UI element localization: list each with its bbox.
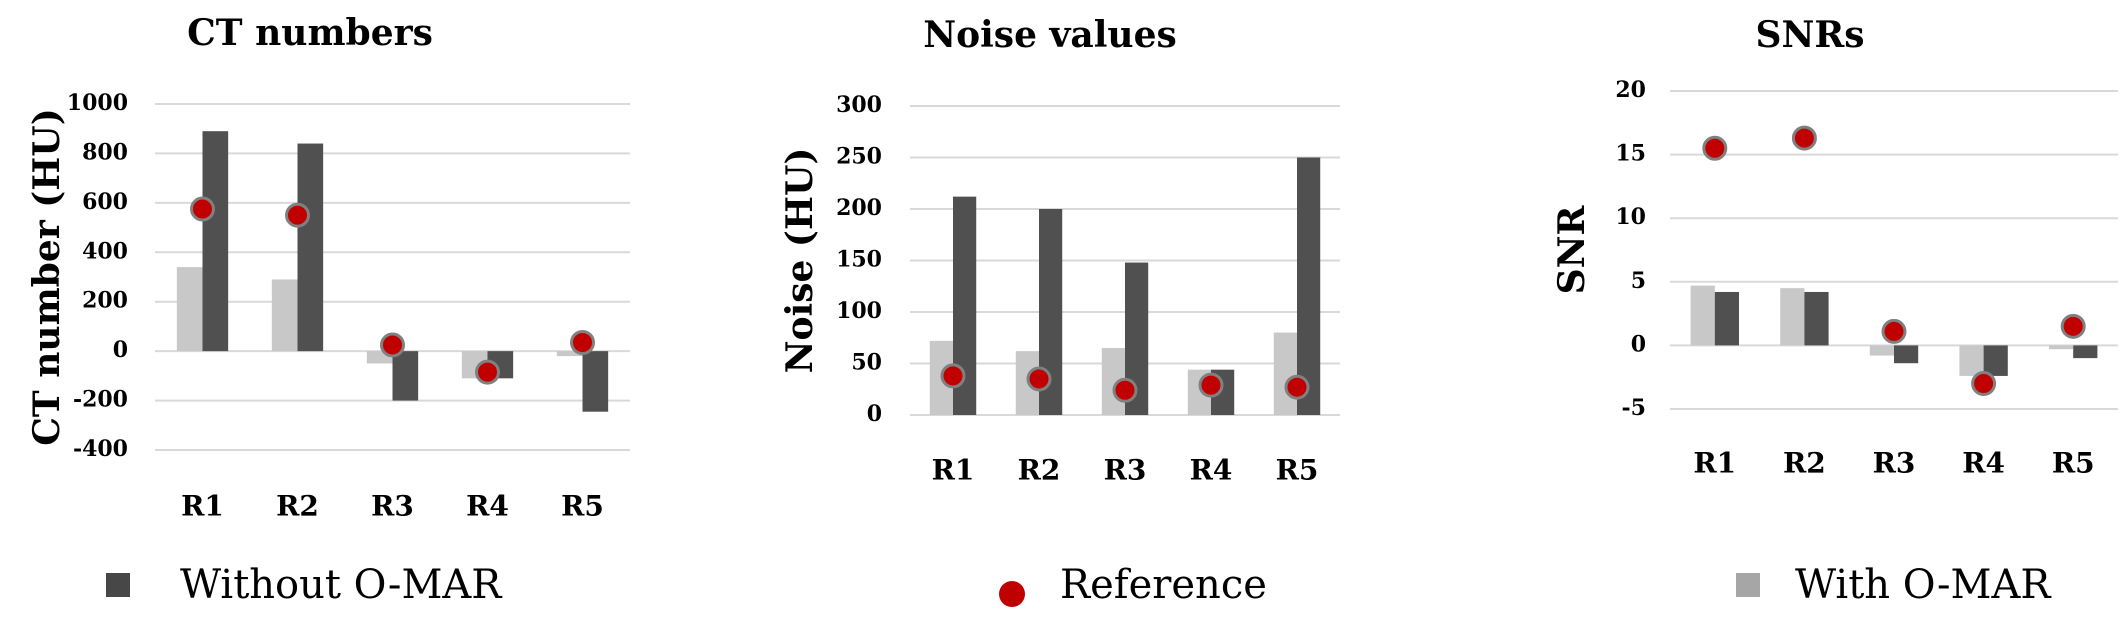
y-tick-label: 600 <box>82 189 128 215</box>
legend-item-reference: Reference <box>999 562 1267 608</box>
reference-point-r2 <box>1026 366 1052 392</box>
x-tick-label-r2: R2 <box>276 490 319 523</box>
reference-point-r4 <box>475 359 500 385</box>
y-tick-label: 0 <box>113 337 128 363</box>
bar-with-o-mar-r5 <box>1273 332 1297 415</box>
bar-with-o-mar-r1 <box>176 267 203 352</box>
bar-with-o-mar-r5 <box>2049 345 2074 350</box>
bar-without-o-mar-r1 <box>1714 291 1739 346</box>
chart-title-noise-values: Noise values <box>923 14 1177 56</box>
legend-label-reference: Reference <box>1060 562 1267 608</box>
x-tick-label-r2: R2 <box>1783 447 1826 480</box>
y-tick-label: 200 <box>82 288 128 314</box>
x-tick-label-r2: R2 <box>1018 454 1061 487</box>
x-tick-label-r1: R1 <box>1693 447 1736 480</box>
y-tick-label: 250 <box>836 144 882 170</box>
y-tick-label: 20 <box>1615 77 1646 103</box>
bar-without-o-mar-r2 <box>297 143 324 352</box>
bar-without-o-mar-r5 <box>582 351 609 412</box>
reference-point-r5 <box>570 329 595 355</box>
y-tick-label: 10 <box>1615 204 1646 230</box>
x-tick-label-r4: R4 <box>466 490 509 523</box>
legend: Without O-MAR Reference With O-MAR <box>106 562 2052 608</box>
y-tick-label: -200 <box>73 387 128 413</box>
bar-without-o-mar-r3 <box>1894 345 1919 364</box>
bar-with-o-mar-r2 <box>271 279 298 352</box>
x-tick-label-r5: R5 <box>1276 454 1319 487</box>
legend-item-with-omar: With O-MAR <box>1736 562 2052 608</box>
reference-point-r3 <box>1881 318 1907 344</box>
y-tick-label: 100 <box>836 298 882 324</box>
legend-marker-reference <box>999 581 1025 607</box>
chart-ct-numbers: CT numbers CT number (HU)1000 800 600 400 200… <box>26 12 630 523</box>
reference-point-r5 <box>1284 374 1310 400</box>
legend-item-without-omar: Without O-MAR <box>106 562 503 608</box>
reference-point-r5 <box>2060 313 2086 339</box>
y-tick-label: 50 <box>851 350 882 376</box>
bar-without-o-mar-r5 <box>2073 345 2098 359</box>
reference-point-r3 <box>380 332 405 358</box>
reference-point-r1 <box>940 363 966 389</box>
y-axis-label-snrs: SNR <box>1551 205 1593 295</box>
x-tick-label-r3: R3 <box>1104 454 1147 487</box>
chart-noise-values: Noise values Noise (HU) 300 250 200 150 100 50 0… <box>779 14 1340 487</box>
bar-without-o-mar-r1 <box>953 196 977 415</box>
y-tick-label: 200 <box>836 195 882 221</box>
reference-point-r1 <box>190 196 215 222</box>
y-tick-label: 400 <box>82 238 128 264</box>
x-tick-label-r1: R1 <box>932 454 975 487</box>
bar-with-o-mar-r2 <box>1780 288 1805 346</box>
x-tick-label-r1: R1 <box>181 490 224 523</box>
x-tick-label-r5: R5 <box>561 490 604 523</box>
legend-label-with-omar: With O-MAR <box>1795 562 2052 608</box>
y-tick-label: -400 <box>73 436 128 462</box>
chart-snrs: SNRs SNR 20 15 10 5 0 -5 R1 R2 R3 R4 R5 <box>1551 14 2118 480</box>
reference-point-r2 <box>285 202 310 228</box>
y-tick-label: 0 <box>867 401 882 427</box>
y-axis-label-noise-values: Noise (HU) <box>779 148 821 374</box>
bar-with-o-mar-r5 <box>556 351 583 357</box>
bar-with-o-mar-r1 <box>1690 285 1715 346</box>
bar-without-o-mar-r3 <box>392 351 419 401</box>
y-tick-label: 300 <box>836 92 882 118</box>
bar-without-o-mar-r3 <box>1125 262 1149 415</box>
legend-swatch-without-omar <box>106 573 130 597</box>
x-tick-label-r3: R3 <box>1873 447 1916 480</box>
y-tick-label: -5 <box>1622 395 1646 421</box>
reference-point-r4 <box>1971 371 1997 397</box>
bar-without-o-mar-r1 <box>202 131 229 352</box>
x-tick-label-r4: R4 <box>1962 447 2005 480</box>
bar-with-o-mar-r4 <box>1959 345 1984 376</box>
bar-without-o-mar-r2 <box>1804 291 1829 346</box>
y-tick-label: 800 <box>82 139 128 165</box>
bar-without-o-mar-r2 <box>1039 209 1063 415</box>
reference-point-r2 <box>1791 125 1817 151</box>
legend-label-without-omar: Without O-MAR <box>180 562 503 608</box>
legend-swatch-with-omar <box>1736 573 1760 597</box>
y-tick-label: 5 <box>1631 268 1646 294</box>
y-tick-label: 150 <box>836 247 882 273</box>
y-tick-label: 15 <box>1615 141 1646 167</box>
bar-with-o-mar-r3 <box>1869 345 1894 356</box>
chart-title-snrs: SNRs <box>1755 14 1864 56</box>
reference-point-r1 <box>1702 135 1728 161</box>
reference-point-r4 <box>1198 372 1224 398</box>
y-axis-label-ct-numbers: CT number (HU) <box>26 108 68 445</box>
reference-point-r3 <box>1112 377 1138 403</box>
chart-title-ct-numbers: CT numbers <box>187 12 433 54</box>
x-tick-label-r4: R4 <box>1190 454 1233 487</box>
bar-without-o-mar-r4 <box>1983 345 2008 376</box>
bar-without-o-mar-r5 <box>1297 157 1321 415</box>
y-tick-label: 0 <box>1631 331 1646 357</box>
x-tick-label-r3: R3 <box>371 490 414 523</box>
y-tick-label: 1000 <box>67 90 128 116</box>
x-tick-label-r5: R5 <box>2052 447 2095 480</box>
